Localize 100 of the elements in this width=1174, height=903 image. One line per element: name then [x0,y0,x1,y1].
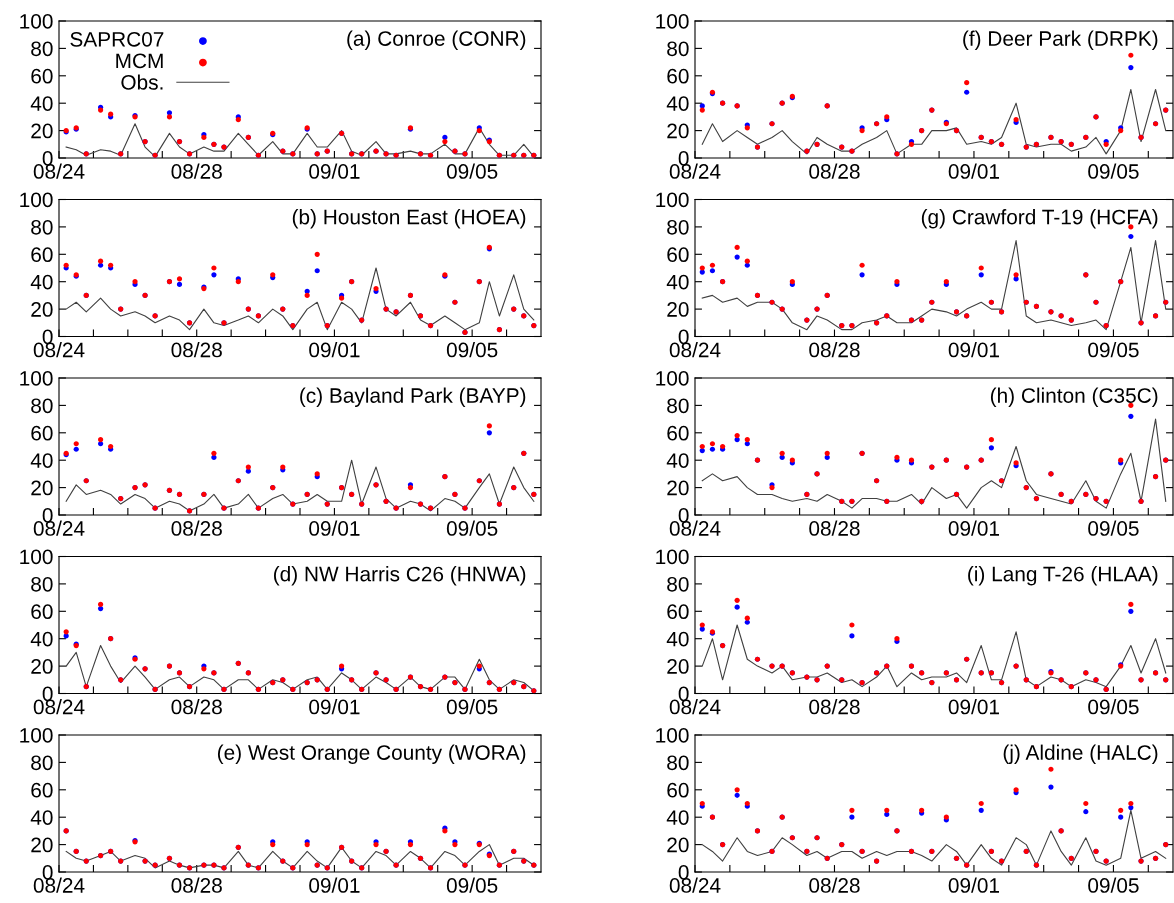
x-tick-label: 09/05 [1088,877,1139,893]
chart-title: (a) Conroe (CONR) [347,30,526,50]
y-tick-label: 0 [42,686,53,702]
y-tick-label: 60 [667,247,689,263]
x-tick-label: 09/01 [948,699,1000,715]
x-tick-label: 08/28 [809,877,860,893]
x-tick-label: 09/05 [1088,163,1139,179]
y-tick-label: 80 [31,755,53,771]
x-tick-label: 09/01 [309,163,360,179]
x-tick-label: 09/01 [309,342,360,358]
y-tick-label: 20 [667,123,689,139]
y-tick-label: 100 [20,14,53,29]
y-tick-label: 60 [31,604,53,620]
chart-title: (h) Clinton (C35C) [990,387,1158,407]
x-tick-label: 09/01 [309,699,360,715]
x-tick-label: 09/05 [446,342,498,358]
y-tick-label: 40 [666,96,689,111]
y-tick-label: 100 [656,192,689,208]
x-tick-label: 09/01 [948,877,1000,893]
y-tick-label: 40 [666,274,689,290]
y-tick-label: 100 [656,549,689,565]
x-tick-label: 09/05 [446,699,498,715]
x-tick-label: 08/28 [171,163,222,179]
y-tick-label: 100 [20,192,53,208]
chart-title: (f) Deer Park (DRPK) [963,30,1158,50]
y-tick-label: 80 [667,41,689,57]
y-tick-label: 0 [678,329,689,345]
y-tick-label: 80 [667,576,689,592]
y-tick-label: 0 [42,329,53,345]
y-tick-label: 20 [31,659,53,674]
x-tick-label: 08/24 [669,699,721,715]
y-tick-label: 80 [31,398,53,414]
y-tick-label: 80 [667,755,689,771]
y-tick-label: 60 [667,68,689,84]
x-tick-label: 09/05 [1088,699,1139,715]
x-tick-label: 08/24 [669,342,721,358]
y-tick-label: 40 [30,96,53,111]
y-tick-label: 20 [31,123,53,139]
y-tick-label: 20 [667,837,689,853]
chart-title: (g) Crawford T-19 (HCFA) [921,209,1158,229]
y-tick-label: 40 [666,810,689,825]
chart-title: (b) Houston East (HOEA) [292,209,526,229]
x-tick-label: 09/01 [948,163,1000,179]
x-tick-label: 08/28 [809,163,860,179]
y-tick-label: 20 [667,302,689,317]
y-tick-label: 60 [667,425,689,441]
legend-label: SAPRC07 [70,31,164,47]
legend-label: MCM [116,53,163,69]
chart-title: (i) Lang T-26 (HLAA) [968,566,1158,586]
y-tick-label: 40 [30,810,53,825]
chart-title: (e) West Orange County (WORA) [217,744,526,765]
x-tick-label: 08/24 [33,342,85,358]
y-tick-label: 100 [656,14,689,29]
y-tick-label: 80 [31,576,53,592]
y-tick-label: 20 [31,302,53,317]
x-tick-label: 09/01 [948,342,1000,358]
y-tick-label: 60 [31,782,53,798]
y-tick-label: 60 [31,68,53,84]
y-tick-label: 80 [31,41,53,57]
x-tick-label: 09/05 [1088,342,1139,358]
chart-title: (d) NW Harris C26 (HNWA) [274,566,526,586]
y-tick-label: 80 [667,219,689,235]
x-tick-label: 09/01 [309,520,360,536]
y-tick-label: 0 [678,686,689,702]
x-tick-label: 09/05 [446,163,498,179]
y-tick-label: 100 [20,728,53,743]
x-tick-label: 08/28 [171,342,222,358]
x-tick-label: 09/05 [446,520,498,536]
y-tick-label: 40 [30,631,53,647]
x-tick-label: 09/01 [948,520,1000,536]
y-tick-label: 40 [666,453,689,468]
y-tick-label: 60 [667,604,689,620]
y-tick-label: 100 [20,371,53,386]
y-tick-label: 100 [656,728,689,743]
y-tick-label: 60 [31,425,53,441]
y-tick-label: 20 [667,659,689,674]
x-tick-label: 09/01 [309,877,360,893]
x-tick-label: 08/28 [171,699,222,715]
y-tick-label: 20 [31,837,53,853]
y-tick-label: 40 [666,631,689,647]
x-tick-label: 08/28 [809,699,860,715]
y-tick-label: 100 [656,371,689,386]
x-tick-label: 08/28 [809,342,860,358]
x-tick-label: 09/05 [446,877,498,893]
x-tick-label: 08/28 [171,520,222,536]
y-tick-label: 20 [667,480,689,496]
y-tick-label: 40 [30,453,53,468]
y-tick-label: 80 [667,398,689,414]
x-tick-label: 09/05 [1088,520,1139,536]
chart-title: (c) Bayland Park (BAYP) [300,387,526,408]
y-tick-label: 60 [31,247,53,263]
y-tick-label: 100 [20,549,53,565]
y-tick-label: 40 [30,274,53,290]
x-tick-label: 08/24 [33,699,85,715]
y-tick-label: 60 [667,782,689,798]
x-tick-label: 08/28 [171,877,222,893]
x-tick-label: 08/28 [809,520,860,536]
chart-title: (j) Aldine (HALC) [1003,744,1158,765]
y-tick-label: 20 [31,480,53,496]
legend-label: Obs. [121,74,163,90]
